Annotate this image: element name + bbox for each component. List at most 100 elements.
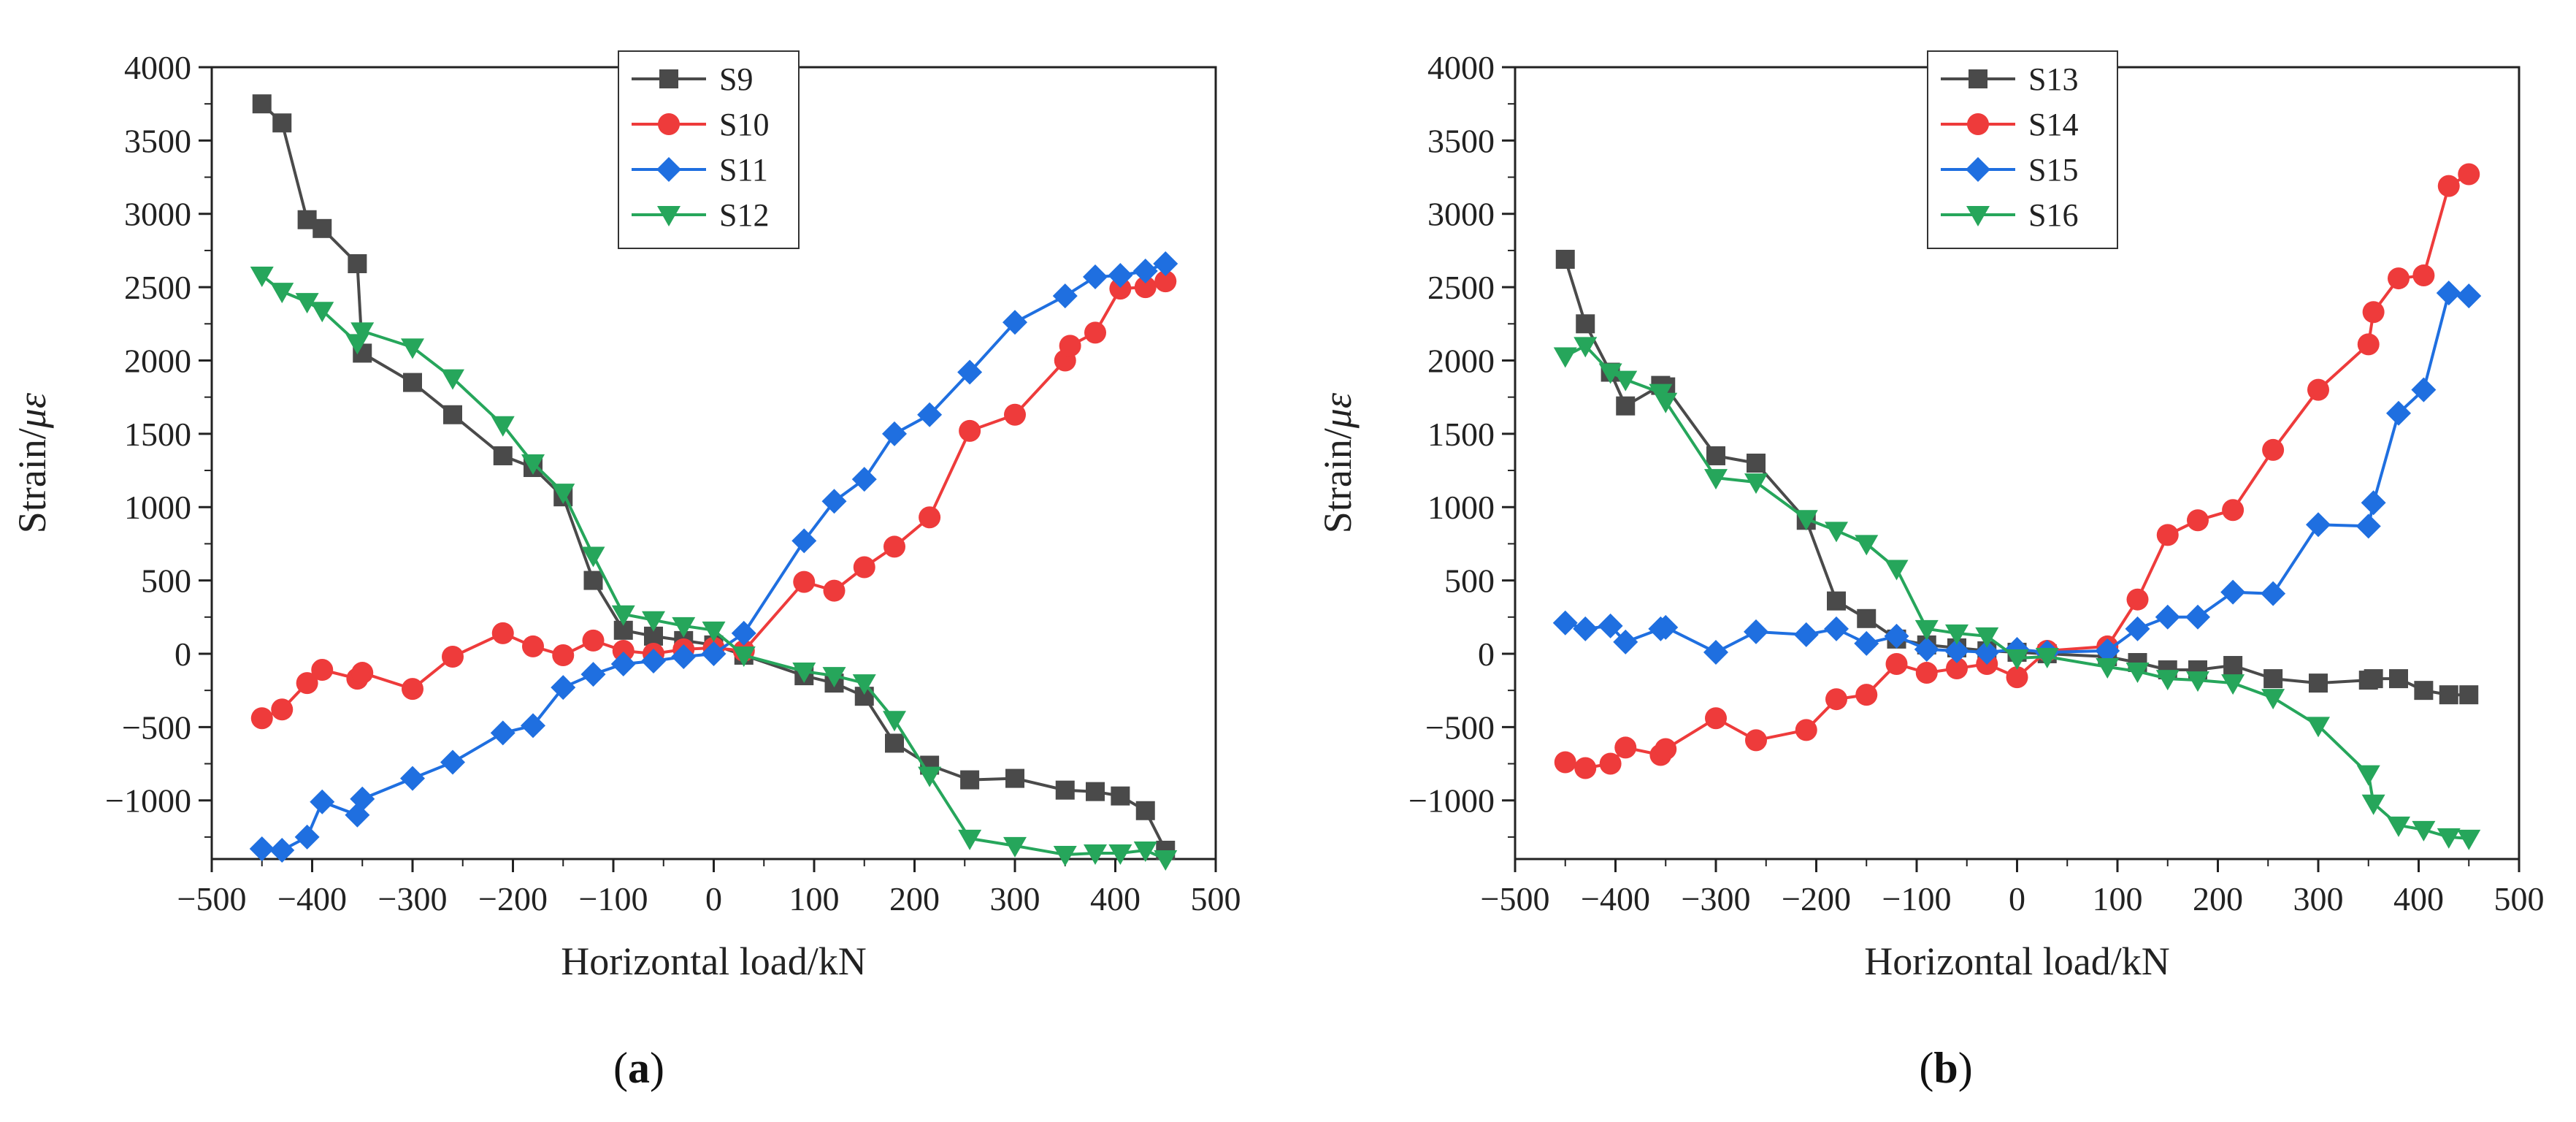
series-S16-point [2221,674,2245,695]
series-S15-point [1613,629,1638,654]
series-S9-point [583,570,603,590]
series-S9-point [960,770,980,790]
series-S15-point [2185,604,2210,630]
y-axis-title-unit: με [1316,392,1360,429]
series-S12-point [1053,845,1077,866]
series-S14-point [1554,751,1576,774]
series-S9-point [1055,780,1075,800]
series-S16-point [2035,647,2059,668]
legend: S13 S14 S15 S16 [1927,50,2118,249]
legend-marker-S16 [1966,206,1990,226]
series-S12-point [732,646,756,667]
series-S13-point [2309,673,2328,693]
legend-box [1927,50,2118,249]
series-S12-point [441,369,464,390]
x-tick-label: −500 [177,880,247,917]
series-S10-point [311,659,334,682]
series-S12-point [918,766,942,787]
panel-a: −500 −400 −300 −200 −100 0 100 200 300 400 500−100… [10,49,1241,1092]
panel-label: (b) [1919,1044,1972,1092]
series-S10-point [1084,321,1106,344]
series-S14-point [2222,499,2245,522]
series-S16-point [2437,828,2461,849]
series-S11-point [269,837,295,863]
series-S9-point [1086,782,1105,801]
series-S9-point [252,94,272,114]
series-S12-point [350,322,375,343]
y-axis-title: Strain/με [10,392,54,533]
series-S12-point [1108,844,1132,865]
x-axis-title: Horizontal load/kN [1864,939,2169,983]
series-S16-point [1945,624,1969,645]
y-tick-label: 2500 [124,269,191,306]
series-S15-point [1598,613,1623,638]
panel-label: (a) [613,1044,664,1092]
series-S14-point [2126,588,2149,611]
series-S11 [249,251,1178,863]
series-S11-point [641,649,666,673]
series-S16-point [2387,816,2410,837]
series-S15-point [1824,616,1849,641]
legend-marker-S12 [657,206,681,226]
series-S15-point [2361,490,2386,516]
series-S10-point [959,419,981,442]
series-S11-point [671,644,697,669]
series-S11-point [580,662,606,687]
series-S12-point [702,621,726,642]
series-S11-point [400,766,425,791]
series-S16-point [2005,649,2029,670]
y-tick-label: −1000 [1408,782,1495,820]
series-S10-point [1004,403,1026,426]
series-S16-point [1825,522,1848,543]
series-S15-point [2261,581,2286,606]
series-S10 [250,270,1177,730]
y-tick-label: 3000 [1427,196,1495,233]
series-S15-point [2095,638,2120,663]
series-S15-point [2220,579,2246,605]
series-S15-point [2155,604,2180,630]
series-S12-point [611,605,635,626]
series-S10-point [271,698,294,721]
series-S9-point [443,405,462,424]
series-S11-point [1003,310,1027,335]
legend-marker-S13 [1969,69,1987,88]
series-S13-point [2459,685,2479,705]
x-tick-label: 200 [2193,880,2243,917]
x-tick-label: 100 [2093,880,2143,917]
legend-label-S9: S9 [719,61,753,97]
series-S13-point [1576,314,1595,334]
series-S16-point [1744,473,1768,495]
series-S11-point [249,836,275,861]
y-axis-title-prefix: Strain/ [10,428,54,533]
x-tick-label: −100 [579,880,648,917]
series-S10-point [442,645,464,668]
y-tick-label: 2500 [1427,269,1495,306]
legend-marker-S11 [656,157,681,182]
series-S13-point [1857,608,1877,628]
series-S12-point [1003,836,1027,858]
series-S10-point [491,622,514,644]
series-S16-point [1654,392,1678,413]
x-tick-label: 400 [2393,880,2444,917]
series-S16-point [2186,671,2209,692]
series-S16-point [2356,765,2380,786]
series-S12 [250,267,1178,871]
series-S14-point [2156,524,2179,546]
series-S11-point [1153,251,1178,276]
series-S15 [1552,280,2482,665]
series-S10-point [883,535,905,558]
series-S9-point [1135,801,1155,820]
series-S12-point [1154,850,1178,871]
series-S12-point [852,674,876,695]
y-axis-title: Strain/με [1316,392,1360,533]
series-S13-point [1827,591,1846,611]
series-S10-point [793,570,816,593]
series-S16-point [2261,689,2285,710]
series-S9-point [493,446,513,465]
y-axis-title-prefix: Strain/ [1316,428,1360,533]
series-S13-point [2389,669,2408,689]
series-S16-point [1704,469,1728,490]
legend-label-S16: S16 [2028,197,2078,233]
series-S16-point [1855,535,1879,556]
